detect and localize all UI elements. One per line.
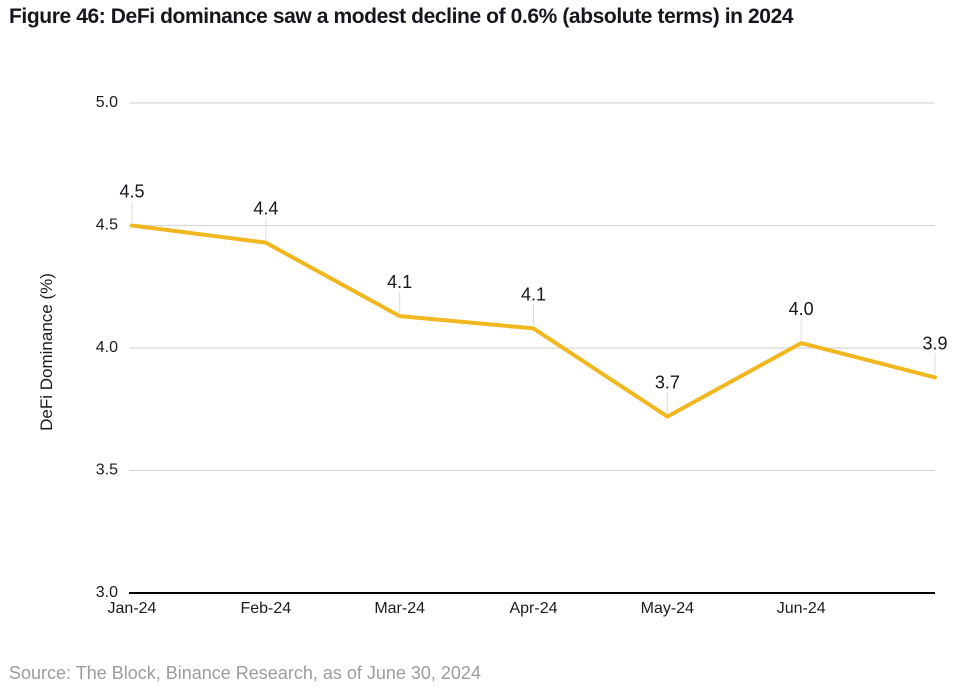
y-axis-title: DeFi Dominance (%) (37, 273, 56, 431)
data-label: 4.5 (119, 182, 144, 202)
x-tick-label: Mar-24 (374, 600, 425, 617)
defi-dominance-line (130, 223, 937, 419)
y-tick-label: 3.0 (96, 584, 118, 601)
figure-title: Figure 46: DeFi dominance saw a modest d… (9, 5, 794, 28)
y-tick-label: 5.0 (96, 94, 118, 111)
x-tick-label: Feb-24 (240, 600, 291, 617)
data-label: 4.4 (253, 199, 278, 219)
y-tick-label: 4.5 (96, 217, 118, 234)
x-tick-label: Jan-24 (108, 600, 157, 617)
data-label: 4.1 (521, 284, 546, 304)
x-tick-label: Jun-24 (777, 600, 826, 617)
y-tick-label: 4.0 (96, 339, 118, 356)
data-label: 3.7 (655, 373, 680, 393)
data-label: 4.0 (789, 299, 814, 319)
x-tick-label: Apr-24 (509, 600, 557, 617)
y-tick-label: 3.5 (96, 462, 118, 479)
data-label: 3.9 (922, 333, 947, 353)
data-label: 4.1 (387, 272, 412, 292)
source-caption: Source: The Block, Binance Research, as … (9, 663, 481, 683)
x-tick-label: May-24 (641, 600, 694, 617)
